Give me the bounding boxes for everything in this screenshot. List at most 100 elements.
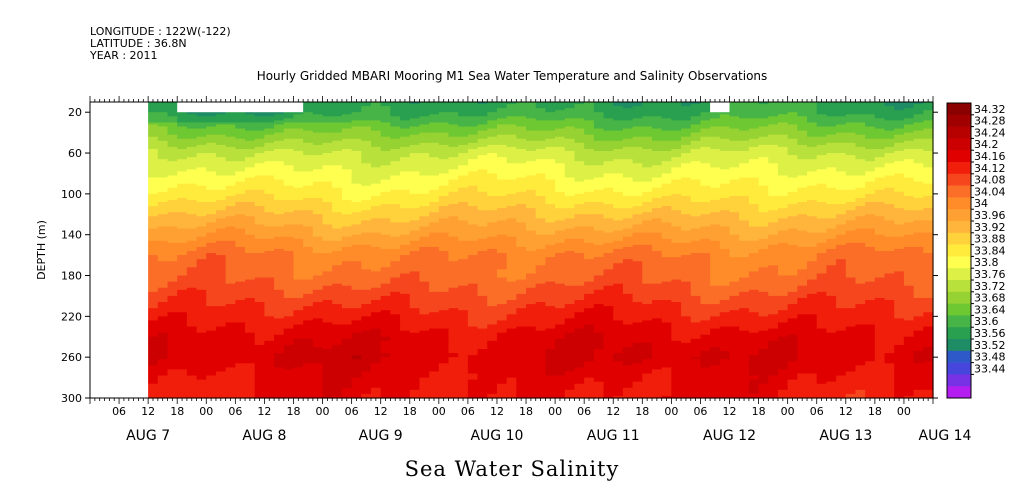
heatmap-cell <box>90 389 101 393</box>
heatmap-cell <box>196 185 207 189</box>
heatmap-cell <box>390 300 401 303</box>
heatmap-cell <box>90 173 101 177</box>
heatmap-cell <box>206 297 217 301</box>
heatmap-cell <box>322 218 333 221</box>
heatmap-cell <box>341 214 353 217</box>
heatmap-cell <box>341 279 353 283</box>
heatmap-cell <box>109 104 120 107</box>
heatmap-cell <box>293 175 304 179</box>
heatmap-cell <box>254 212 266 215</box>
heatmap-cell <box>400 148 411 152</box>
heatmap-cell <box>322 361 333 364</box>
heatmap-cell <box>206 122 217 126</box>
heatmap-cell <box>206 222 217 226</box>
heatmap-cell <box>235 202 246 205</box>
heatmap-cell <box>245 228 256 232</box>
heatmap-cell <box>380 216 391 219</box>
heatmap-cell <box>371 265 382 268</box>
heatmap-cell <box>254 269 266 273</box>
heatmap-cell <box>196 326 207 330</box>
heatmap-cell <box>109 277 120 281</box>
heatmap-cell <box>293 312 304 315</box>
heatmap-cell <box>303 255 314 258</box>
heatmap-cell <box>303 218 314 221</box>
heatmap-cell <box>400 346 411 350</box>
heatmap-cell <box>245 369 256 373</box>
heatmap-cell <box>90 395 101 399</box>
heatmap-cell <box>254 310 266 313</box>
heatmap-cell <box>215 306 227 309</box>
heatmap-cell <box>409 136 421 140</box>
heatmap-cell <box>177 312 188 315</box>
heatmap-cell <box>186 146 198 150</box>
heatmap-cell <box>380 306 391 309</box>
heatmap-cell <box>119 322 130 326</box>
heatmap-cell <box>361 353 372 356</box>
heatmap-cell <box>167 300 178 303</box>
heatmap-cell <box>361 351 372 354</box>
heatmap-cell <box>409 287 421 291</box>
heatmap-cell <box>235 234 246 238</box>
heatmap-cell <box>303 220 314 224</box>
heatmap-cell <box>390 297 401 301</box>
heatmap-cell <box>390 269 401 273</box>
heatmap-cell <box>119 253 130 256</box>
heatmap-cell <box>157 189 169 193</box>
heatmap-cell <box>371 353 382 356</box>
heatmap-cell <box>254 165 266 168</box>
heatmap-cell <box>264 153 275 156</box>
heatmap-cell <box>254 393 266 397</box>
heatmap-cell <box>215 349 227 352</box>
heatmap-cell <box>245 161 256 164</box>
heatmap-cell <box>148 314 159 317</box>
heatmap-cell <box>90 175 101 179</box>
heatmap-cell <box>186 332 198 336</box>
heatmap-cell <box>245 214 256 217</box>
heatmap-cell <box>390 277 401 281</box>
heatmap-cell <box>380 199 391 203</box>
heatmap-cell <box>254 263 266 266</box>
heatmap-cell <box>351 179 362 183</box>
heatmap-cell <box>322 199 333 203</box>
heatmap-cell <box>293 318 304 322</box>
heatmap-cell <box>235 377 246 381</box>
heatmap-cell <box>186 281 198 285</box>
heatmap-cell <box>99 210 110 213</box>
heatmap-cell <box>128 181 140 185</box>
heatmap-cell <box>419 228 430 232</box>
heatmap-cell <box>351 361 362 364</box>
heatmap-cell <box>254 134 266 138</box>
heatmap-cell <box>312 369 324 373</box>
heatmap-cell <box>409 138 421 142</box>
heatmap-cell <box>341 363 353 366</box>
heatmap-cell <box>264 106 275 109</box>
heatmap-cell <box>380 383 391 387</box>
heatmap-cell <box>186 236 198 240</box>
heatmap-cell <box>400 332 411 336</box>
heatmap-cell <box>283 169 295 173</box>
heatmap-cell <box>109 385 120 389</box>
heatmap-cell <box>293 285 304 289</box>
heatmap-cell <box>400 181 411 185</box>
heatmap-cell <box>380 297 391 301</box>
heatmap-cell <box>206 383 217 387</box>
heatmap-cell <box>332 389 343 393</box>
heatmap-cell <box>138 155 149 158</box>
heatmap-cell <box>312 285 324 289</box>
heatmap-cell <box>419 106 430 109</box>
heatmap-cell <box>293 344 304 348</box>
heatmap-cell <box>235 248 246 252</box>
heatmap-cell <box>332 179 343 183</box>
heatmap-cell <box>312 157 324 160</box>
heatmap-cell <box>99 230 110 234</box>
heatmap-cell <box>361 242 372 246</box>
heatmap-cell <box>215 340 227 344</box>
heatmap-cell <box>90 126 101 130</box>
heatmap-cell <box>380 308 391 311</box>
heatmap-cell <box>128 242 140 246</box>
heatmap-cell <box>90 110 101 113</box>
heatmap-cell <box>274 322 285 326</box>
heatmap-cell <box>390 218 401 221</box>
heatmap-cell <box>371 375 382 379</box>
heatmap-cell <box>341 391 353 395</box>
